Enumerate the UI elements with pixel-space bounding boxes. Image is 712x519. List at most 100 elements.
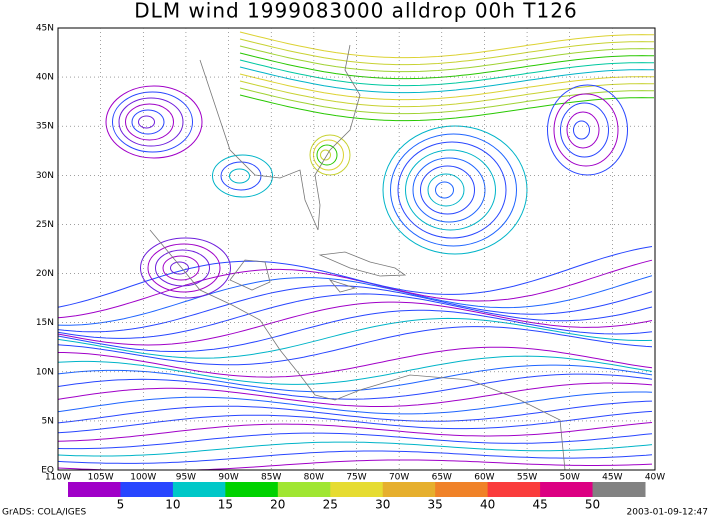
lat-label: 30N — [36, 171, 54, 181]
streamline — [57, 382, 653, 407]
streamline — [57, 317, 653, 359]
streamline — [57, 293, 653, 339]
streamline-loop — [560, 102, 609, 158]
streamline — [239, 66, 655, 94]
streamline — [239, 73, 655, 101]
streamline-loop — [170, 261, 189, 275]
grid: 110W 105W 100W 95W 90W 85W 80W 75W 70W 65W 60W 55W 5… — [36, 24, 665, 483]
streamline-loop — [309, 134, 351, 176]
streamline-loop — [105, 85, 203, 159]
colorbar-label: 10 — [165, 498, 180, 512]
streamline-loop — [229, 168, 250, 184]
lat-label: 10N — [36, 367, 54, 377]
streamline-loop — [566, 111, 600, 149]
colorbar-segment — [435, 482, 489, 497]
streamline-loop — [316, 144, 338, 166]
streamline-loop — [320, 149, 331, 161]
streamline — [57, 450, 653, 464]
streamline-loop — [131, 109, 165, 135]
colorbar-label: 25 — [323, 498, 338, 512]
colorbar-segment — [277, 482, 331, 497]
streamline-loop — [412, 157, 486, 223]
lat-label: 25N — [36, 220, 54, 230]
lon-label: 50W — [560, 473, 580, 483]
lon-label: 55W — [517, 473, 537, 483]
lat-label: 40N — [36, 73, 54, 83]
lon-label: 95W — [176, 473, 196, 483]
colorbar-segment — [172, 482, 226, 497]
streamline-loop — [405, 149, 496, 231]
streamline — [57, 432, 653, 450]
streamline-loop — [313, 139, 344, 171]
colorbar-label: 40 — [480, 498, 495, 512]
lon-label: 90W — [218, 473, 238, 483]
streamline — [57, 410, 653, 434]
streamline-loop — [553, 93, 619, 167]
lon-label: 75W — [346, 473, 366, 483]
footer-left: GrADS: COLA/IGES — [2, 508, 86, 518]
lon-label: 105W — [88, 473, 114, 483]
colorbar-label: 45 — [532, 498, 547, 512]
lon-label: 40W — [645, 473, 665, 483]
streamline-loop — [382, 125, 528, 255]
streamline — [58, 346, 653, 378]
streamline — [239, 52, 655, 80]
lat-label: 35N — [36, 122, 54, 132]
streamline-loop — [573, 120, 590, 140]
lon-label: 110W — [45, 473, 71, 483]
lon-label: 60W — [474, 473, 494, 483]
lat-label: 15N — [36, 318, 54, 328]
streamline — [57, 459, 653, 471]
streamline — [57, 301, 653, 346]
streamline-loop — [427, 173, 465, 207]
streamline — [57, 309, 653, 352]
streamline — [57, 259, 653, 319]
lon-label: 85W — [261, 473, 281, 483]
streamline — [57, 400, 653, 424]
streamline — [239, 94, 655, 122]
streamline-loop — [112, 91, 193, 153]
colorbar-label: 30 — [375, 498, 390, 512]
lat-label: 45N — [36, 24, 54, 34]
streamline — [239, 59, 655, 87]
streamline-loop — [118, 97, 184, 147]
colorbar-label: 35 — [428, 498, 443, 512]
streamline — [239, 80, 655, 108]
streamline-loop — [125, 103, 174, 141]
streamline — [57, 422, 653, 442]
streamline — [57, 275, 653, 326]
lon-label: 70W — [389, 473, 409, 483]
streamline — [57, 441, 653, 457]
streamline — [57, 285, 653, 333]
colorbar-label: 20 — [270, 498, 285, 512]
colorbar-segment — [225, 482, 279, 497]
streamline — [57, 326, 653, 366]
lat-label: 5N — [42, 416, 54, 426]
streamline-loop — [390, 133, 517, 247]
colorbar-segment — [68, 482, 121, 497]
lat-label: EQ — [41, 466, 54, 476]
coastlines — [149, 44, 566, 471]
colorbar-segment — [592, 482, 646, 497]
colorbar: 5 10 15 20 25 30 35 40 45 50 — [68, 482, 646, 512]
streamline — [57, 391, 653, 415]
colorbar-segment — [120, 482, 174, 497]
colorbar-label: 15 — [218, 498, 233, 512]
streamline — [57, 364, 653, 393]
streamline — [57, 373, 653, 400]
title: DLM wind 1999083000 alldrop 00h T126 — [134, 0, 577, 23]
streamline-loop — [420, 165, 475, 215]
colorbar-segment — [540, 482, 594, 497]
streamline-loop — [397, 141, 507, 239]
lat-label: 20N — [36, 269, 54, 279]
colorbar-label: 5 — [117, 498, 125, 512]
lon-label: 80W — [304, 473, 324, 483]
streamline-loop — [147, 243, 221, 293]
colorbar-label: 50 — [585, 498, 600, 512]
colorbar-segment — [330, 482, 384, 497]
streamline-loop — [162, 255, 200, 281]
colorbar-segment — [487, 482, 541, 497]
lon-label: 100W — [130, 473, 156, 483]
streamline-loop — [212, 154, 273, 198]
